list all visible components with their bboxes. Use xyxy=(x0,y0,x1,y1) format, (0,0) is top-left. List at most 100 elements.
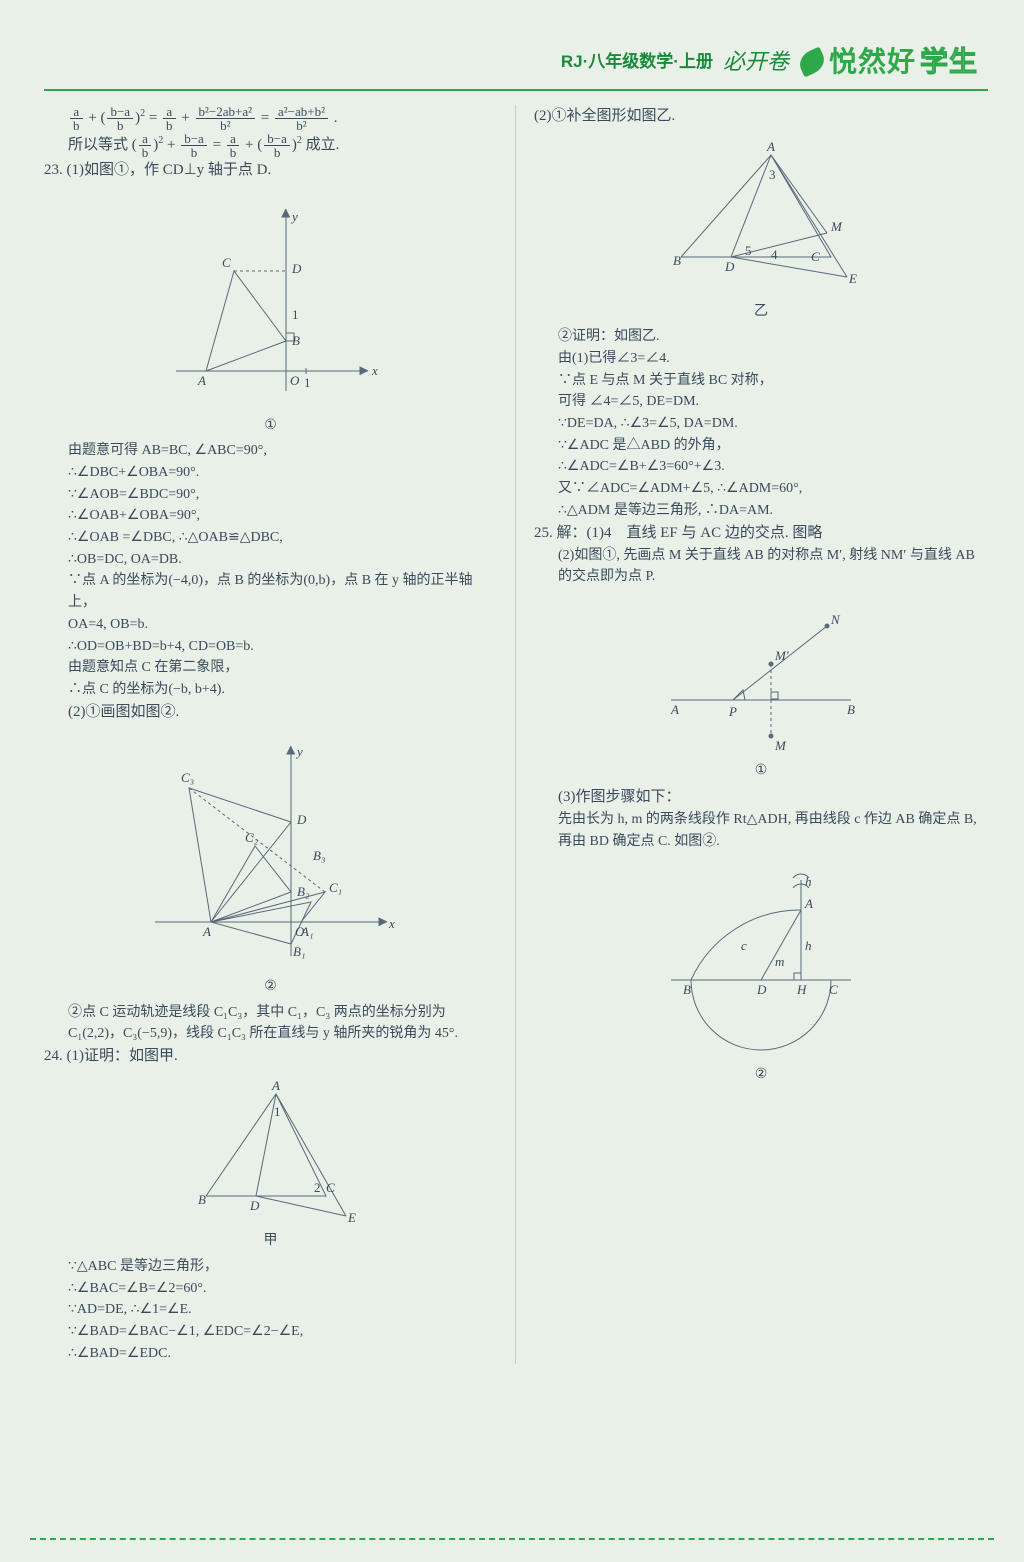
svg-text:C: C xyxy=(222,255,231,270)
svg-text:E: E xyxy=(848,271,857,286)
svg-text:B: B xyxy=(683,982,691,997)
svg-text:A: A xyxy=(670,702,679,717)
rp8: 又∵∠ADC=∠ADM+∠5, ∴∠ADM=60°, xyxy=(558,478,988,500)
p11: ∴点 C 的坐标为(−b, b+4). xyxy=(68,679,497,701)
svg-text:1: 1 xyxy=(292,307,299,322)
svg-text:c: c xyxy=(741,938,747,953)
q25-3-p1: 先由长为 h, m 的两条线段作 Rt△ADH, 再由线段 c 作边 AB 确定… xyxy=(534,809,988,852)
q24-proof: ∵△ABC 是等边三角形， ∴∠BAC=∠B=∠2=60°. ∵AD=DE, ∴… xyxy=(44,1256,497,1364)
p5: ∴∠OAB =∠DBC, ∴△OAB≌△DBC, xyxy=(68,527,497,549)
svg-text:D: D xyxy=(724,259,735,274)
svg-text:C₂: C₂ xyxy=(245,830,259,845)
figure-4: A B D C E M 3 5 4 xyxy=(534,137,988,297)
svg-text:B: B xyxy=(673,253,681,268)
figure-2: y x A O A₁ C₃ C₂ C₁ D B₂ B₃ B₁ xyxy=(44,732,497,972)
p13: ∵△ABC 是等边三角形， xyxy=(68,1256,497,1278)
right-column: (2)①补全图形如图乙. A B D C xyxy=(516,105,988,1364)
svg-text:A₁: A₁ xyxy=(300,924,313,939)
svg-text:B₁: B₁ xyxy=(293,944,305,959)
rp6: ∵∠ADC 是△ABD 的外角， xyxy=(558,435,988,457)
header: RJ·八年级数学·上册 必开卷 悦然好学生 xyxy=(44,40,988,83)
svg-text:D: D xyxy=(756,982,767,997)
svg-text:2: 2 xyxy=(314,1180,321,1195)
svg-text:A: A xyxy=(804,896,813,911)
svg-text:M: M xyxy=(774,738,787,753)
svg-text:M′: M′ xyxy=(774,648,789,663)
svg-text:B: B xyxy=(292,333,300,348)
p10: 由题意知点 C 在第二象限， xyxy=(68,657,497,679)
rp7: ∴∠ADC=∠B+∠3=60°+∠3. xyxy=(558,456,988,478)
rp9: ∴△ADM 是等边三角形, ∴DA=AM. xyxy=(558,500,988,522)
svg-text:A: A xyxy=(197,373,206,388)
p1: 由题意可得 AB=BC, ∠ABC=90°, xyxy=(68,440,497,462)
svg-text:A: A xyxy=(766,139,775,154)
q24-2-intro: (2)①补全图形如图乙. xyxy=(534,105,988,128)
rp2: 由(1)已得∠3=∠4. xyxy=(558,348,988,370)
svg-text:B₃: B₃ xyxy=(313,848,325,863)
p12: ②点 C 运动轨迹是线段 C₁C₃，其中 C₁，C₃ 两点的坐标分别为 C₁(2… xyxy=(44,1002,497,1045)
fig2-caption: ② xyxy=(44,976,497,998)
svg-text:y: y xyxy=(295,744,303,759)
q25-3-intro: (3)作图步骤如下： xyxy=(534,786,988,809)
svg-text:1: 1 xyxy=(304,375,311,390)
q23-proof: 由题意可得 AB=BC, ∠ABC=90°, ∴∠DBC+∠OBA=90°. ∵… xyxy=(44,440,497,700)
leaf-icon xyxy=(796,46,829,77)
svg-text:m: m xyxy=(775,954,784,969)
p16: ∵∠BAD=∠BAC−∠1, ∠EDC=∠2−∠E, xyxy=(68,1321,497,1343)
svg-text:C: C xyxy=(326,1180,335,1195)
p14: ∴∠BAC=∠B=∠2=60°. xyxy=(68,1278,497,1300)
rp4: 可得 ∠4=∠5, DE=DM. xyxy=(558,391,988,413)
q23-1-intro: 23. (1)如图①，作 CD⊥y 轴于点 D. xyxy=(44,159,497,182)
p3: ∵∠AOB=∠BDC=90°, xyxy=(68,484,497,506)
q25-intro: 25. 解：(1)4 直线 EF 与 AC 边的交点. 图略 xyxy=(534,522,988,545)
eq-line1: ab + (b−ab)2 = ab + b²−2ab+a²b² = a²−ab+… xyxy=(68,105,497,132)
q24-2-proof: ②证明：如图乙. 由(1)已得∠3=∠4. ∵点 E 与点 M 关于直线 BC … xyxy=(534,326,988,521)
svg-text:x: x xyxy=(371,363,378,378)
svg-text:3: 3 xyxy=(769,167,776,182)
page: RJ·八年级数学·上册 必开卷 悦然好学生 ab + (b−ab)2 = ab … xyxy=(0,0,1024,1562)
svg-text:D: D xyxy=(291,261,302,276)
p8: OA=4, OB=b. xyxy=(68,614,497,636)
svg-text:C₃: C₃ xyxy=(181,770,194,785)
svg-text:1: 1 xyxy=(274,1104,281,1119)
rp3: ∵点 E 与点 M 关于直线 BC 对称， xyxy=(558,370,988,392)
svg-text:B: B xyxy=(198,1192,206,1207)
svg-text:x: x xyxy=(388,916,395,931)
brand-text-pre: 悦然好 xyxy=(829,40,916,83)
q23-2-intro: (2)①画图如图②. xyxy=(44,701,497,724)
svg-text:5: 5 xyxy=(745,243,752,258)
brand-text-post: 学生 xyxy=(920,40,978,83)
svg-text:h: h xyxy=(805,938,812,953)
svg-text:D: D xyxy=(296,812,307,827)
p15: ∵AD=DE, ∴∠1=∠E. xyxy=(68,1299,497,1321)
figure-1: y x A O 1 B 1 C D xyxy=(44,191,497,411)
p2: ∴∠DBC+∠OBA=90°. xyxy=(68,462,497,484)
header-tag: 必开卷 xyxy=(723,45,789,79)
svg-text:C: C xyxy=(829,982,838,997)
q24-1: 24. (1)证明：如图甲. xyxy=(44,1045,497,1068)
eq-line2: 所以等式 (ab)2 + b−ab = ab + (b−ab)2 成立. xyxy=(68,132,497,159)
eq-block: ab + (b−ab)2 = ab + b²−2ab+a²b² = a²−ab+… xyxy=(44,105,497,159)
svg-text:O: O xyxy=(290,373,300,388)
svg-text:E: E xyxy=(347,1210,356,1225)
fig5-caption: ① xyxy=(534,760,988,782)
header-rule xyxy=(44,89,988,91)
svg-text:P: P xyxy=(728,704,737,719)
svg-text:C: C xyxy=(811,249,820,264)
rp5: ∵DE=DA, ∴∠3=∠5, DA=DM. xyxy=(558,413,988,435)
p9: ∴OD=OB+BD=b+4, CD=OB=b. xyxy=(68,636,497,658)
p7: ∵点 A 的坐标为(−4,0)，点 B 的坐标为(0,b)，点 B 在 y 轴的… xyxy=(68,570,497,613)
columns: ab + (b−ab)2 = ab + b²−2ab+a²b² = a²−ab+… xyxy=(44,105,988,1364)
svg-text:4: 4 xyxy=(771,247,778,262)
q25-2: (2)如图①, 先画点 M 关于直线 AB 的对称点 M′, 射线 NM′ 与直… xyxy=(534,545,988,588)
footer-rule xyxy=(30,1538,994,1540)
svg-text:B₂: B₂ xyxy=(297,884,310,899)
svg-text:y: y xyxy=(290,209,298,224)
svg-text:h: h xyxy=(805,874,812,889)
svg-text:D: D xyxy=(249,1198,260,1213)
left-column: ab + (b−ab)2 = ab + b²−2ab+a²b² = a²−ab+… xyxy=(44,105,516,1364)
svg-text:C₁: C₁ xyxy=(329,880,342,895)
svg-text:M: M xyxy=(830,219,843,234)
p17: ∴∠BAD=∠EDC. xyxy=(68,1343,497,1365)
rp1: ②证明：如图乙. xyxy=(558,326,988,348)
